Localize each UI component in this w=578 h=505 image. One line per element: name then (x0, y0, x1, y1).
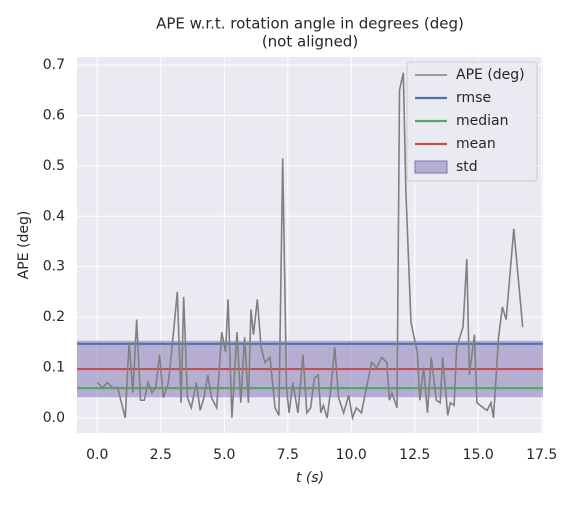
x-axis-label: t (s) (296, 470, 324, 486)
x-tick-label: 15.0 (463, 447, 494, 463)
x-tick-label: 12.5 (399, 447, 430, 463)
x-tick-label: 17.5 (526, 447, 557, 463)
x-tick-label: 2.5 (150, 447, 172, 463)
y-tick-label: 0.0 (43, 410, 65, 426)
legend-label: std (456, 159, 478, 175)
x-tick-label: 5.0 (213, 447, 235, 463)
x-tick-label: 10.0 (336, 447, 367, 463)
y-tick-label: 0.7 (43, 57, 65, 73)
legend-label: rmse (456, 90, 491, 106)
y-axis-label: APE (deg) (16, 211, 32, 280)
data-line (96, 72, 524, 421)
legend-box (406, 61, 538, 182)
y-tick-label: 0.4 (43, 208, 65, 224)
legend-label: mean (456, 136, 496, 152)
chart-subtitle: (not aligned) (262, 33, 358, 51)
x-tick-label: 0.0 (86, 447, 108, 463)
y-tick-label: 0.3 (43, 259, 65, 275)
legend-swatch (414, 160, 448, 174)
y-tick-label: 0.5 (43, 158, 65, 174)
y-tick-label: 0.2 (43, 309, 65, 325)
y-tick-label: 0.1 (43, 359, 65, 375)
x-tick-label: 7.5 (277, 447, 299, 463)
legend-label: median (456, 113, 508, 129)
y-tick-label: 0.6 (43, 107, 65, 123)
legend-label: APE (deg) (456, 67, 525, 83)
chart-title: APE w.r.t. rotation angle in degrees (de… (156, 15, 464, 33)
